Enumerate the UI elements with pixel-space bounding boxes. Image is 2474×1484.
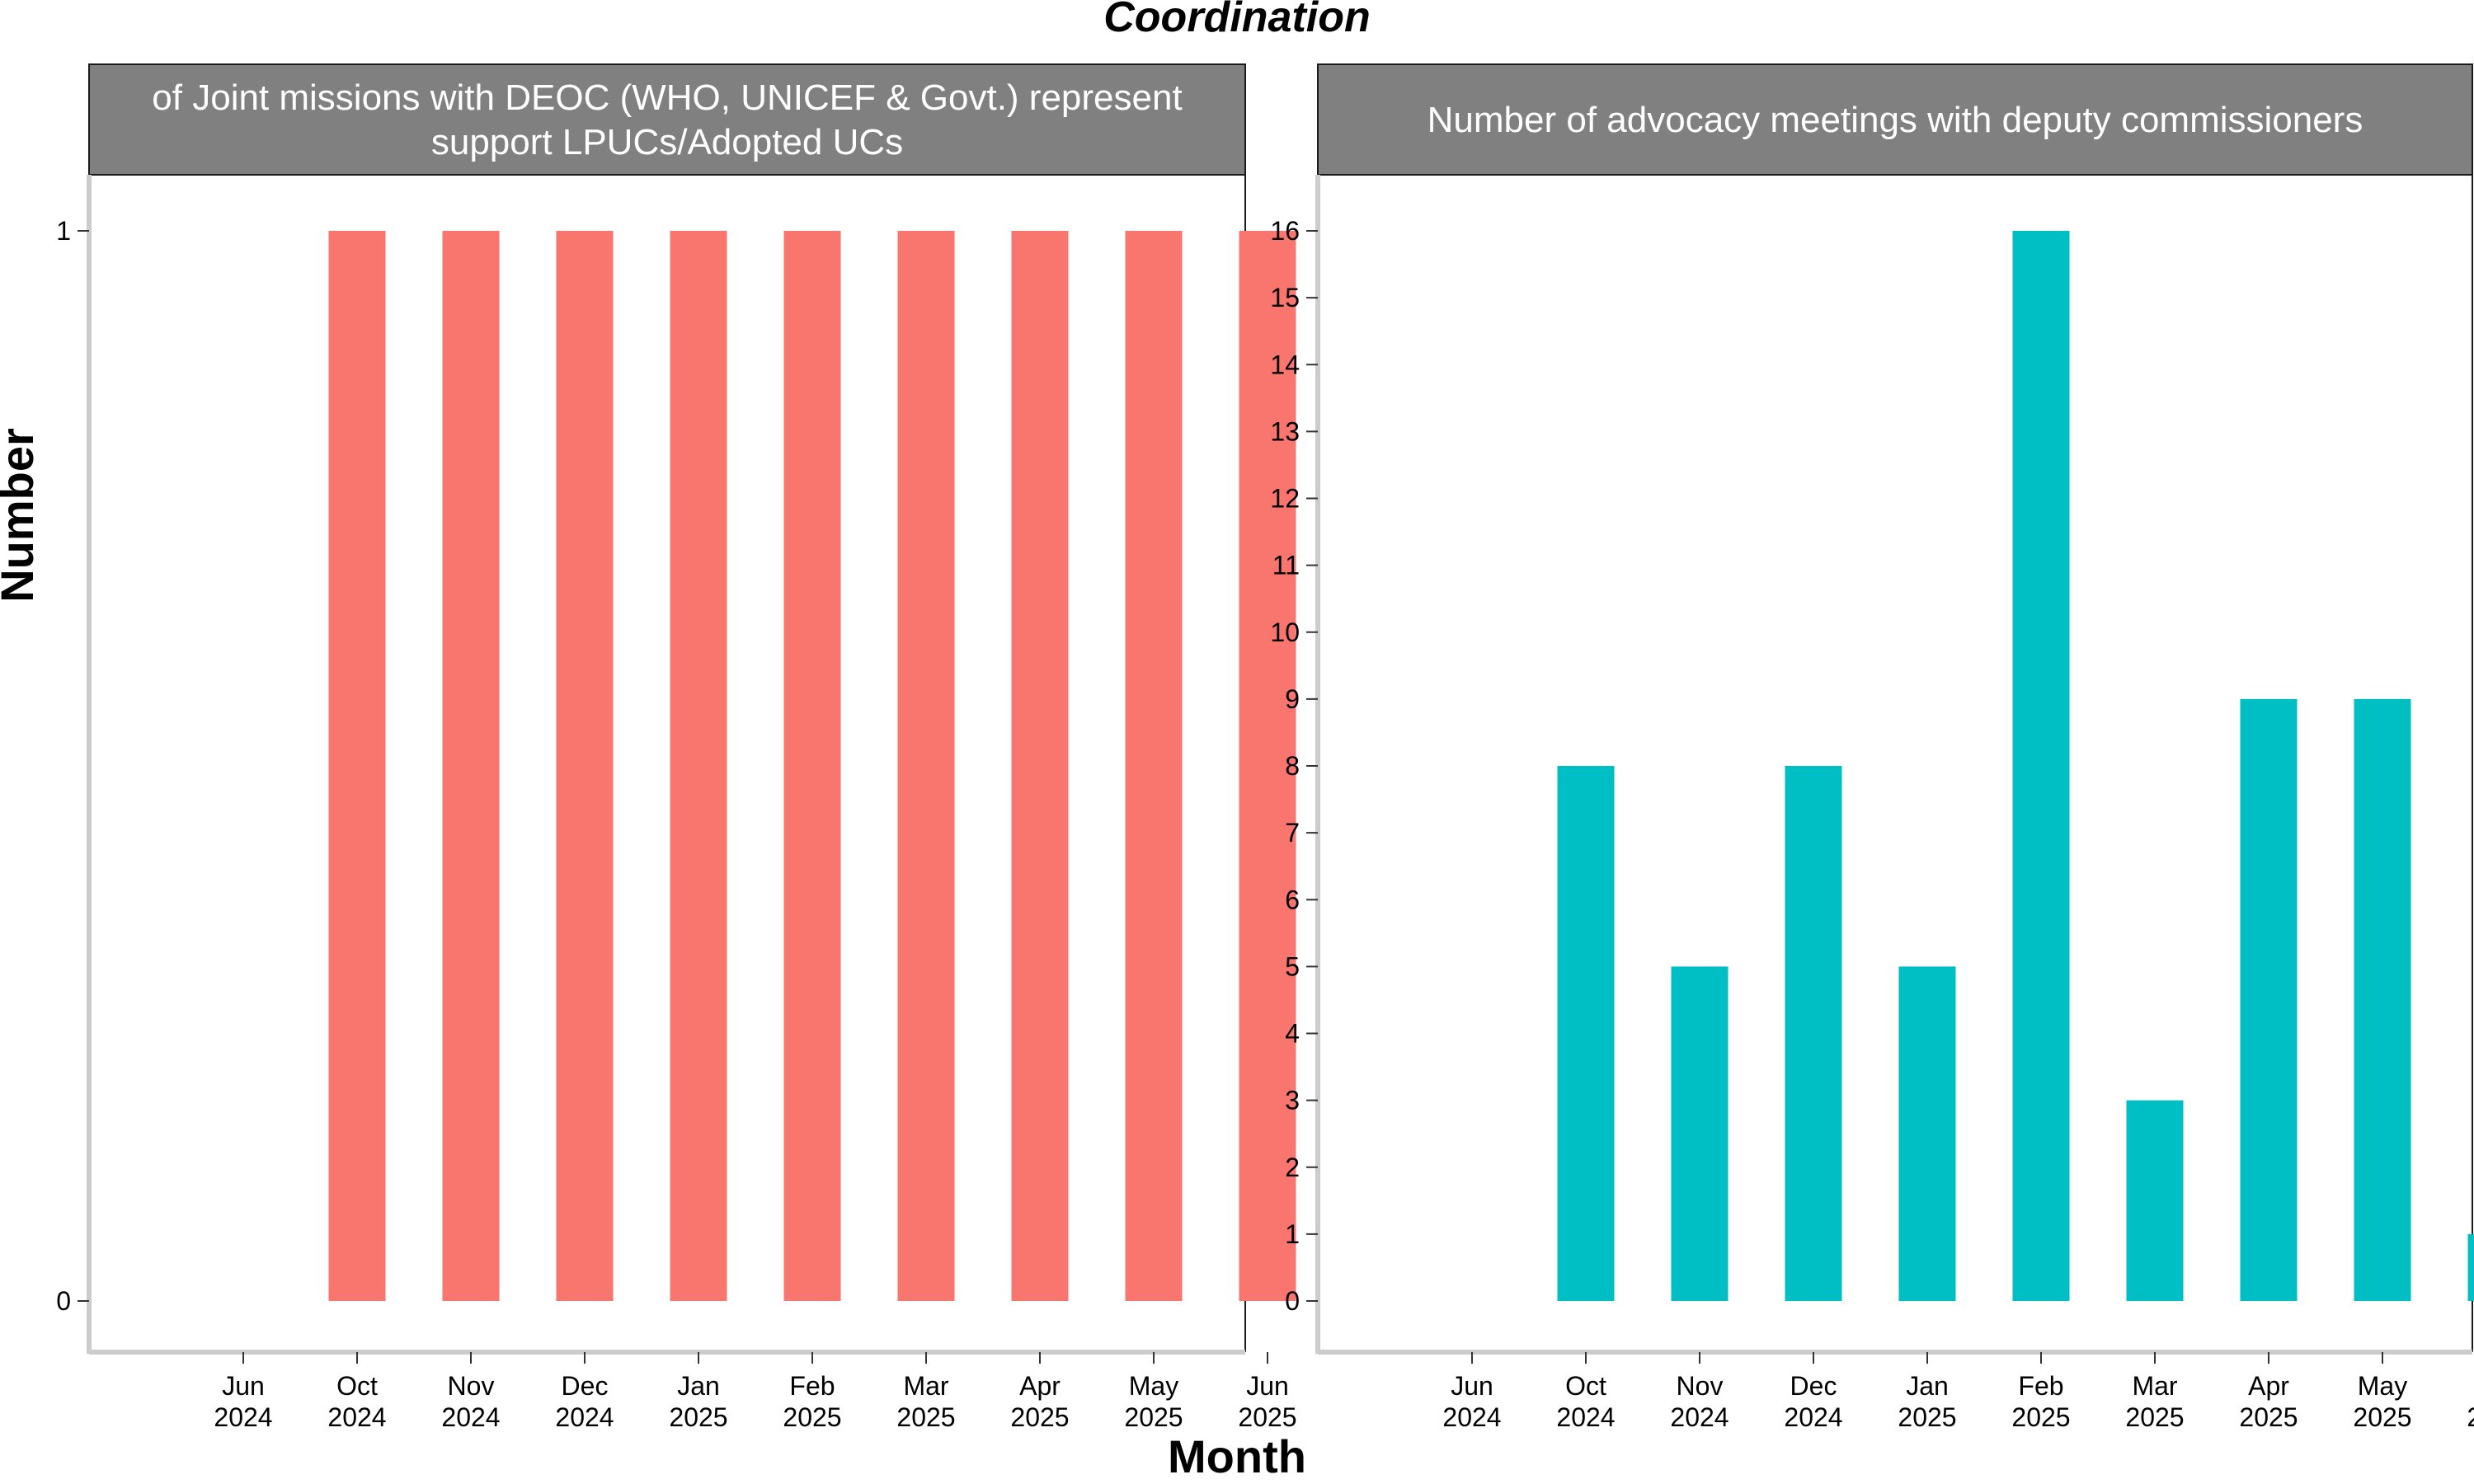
bar [1011, 231, 1069, 1301]
y-tick-label: 13 [1270, 416, 1300, 446]
y-tick-label: 7 [1285, 818, 1300, 848]
y-tick-label: 14 [1270, 350, 1300, 379]
x-tick-label-year: 2025 [2239, 1402, 2298, 1432]
x-tick-label-year: 2025 [1238, 1402, 1296, 1432]
x-tick-label-year: 2025 [2467, 1402, 2474, 1432]
y-tick-label: 6 [1285, 885, 1300, 914]
x-tick-label-year: 2025 [2353, 1402, 2411, 1432]
bar [2126, 1100, 2184, 1301]
y-tick-label: 1 [56, 216, 71, 246]
panel-strip-label: of Joint missions with DEOC (WHO, UNICEF… [152, 77, 1182, 118]
y-tick-label: 15 [1270, 283, 1300, 312]
y-tick-label: 3 [1285, 1086, 1300, 1115]
x-tick-label-year: 2024 [441, 1402, 500, 1432]
x-tick-label-month: Feb [2018, 1371, 2063, 1401]
x-tick-label-year: 2025 [1010, 1402, 1069, 1432]
panel-strip-label: support LPUCs/Adopted UCs [431, 122, 903, 162]
bar [556, 231, 614, 1301]
bar [897, 231, 955, 1301]
panel-1: of Joint missions with DEOC (WHO, UNICEF… [56, 63, 1297, 1432]
x-tick-label-month: Dec [562, 1371, 609, 1401]
bar [2240, 698, 2298, 1301]
x-tick-label-month: Oct [1565, 1371, 1606, 1401]
y-tick-label: 16 [1270, 216, 1300, 246]
y-tick-label: 1 [1285, 1219, 1300, 1249]
x-tick-label-year: 2024 [555, 1402, 614, 1432]
x-tick-label-year: 2025 [896, 1402, 955, 1432]
x-tick-label-year: 2025 [669, 1402, 727, 1432]
bar [783, 231, 841, 1301]
bar [670, 231, 727, 1301]
x-tick-label-month: Mar [903, 1371, 948, 1401]
y-tick-label: 8 [1285, 751, 1300, 781]
x-tick-label-month: Jun [1246, 1371, 1289, 1401]
x-tick-label-month: Oct [336, 1371, 378, 1401]
y-axis-title: Number [0, 428, 43, 603]
x-tick-label-year: 2025 [2125, 1402, 2184, 1432]
x-tick-label-month: Apr [1019, 1371, 1061, 1401]
y-tick-label: 4 [1285, 1019, 1300, 1049]
x-tick-label-year: 2024 [1442, 1402, 1501, 1432]
bar [1557, 766, 1615, 1301]
bar [1125, 231, 1183, 1301]
x-tick-label-month: Apr [2248, 1371, 2289, 1401]
chart-panels: of Joint missions with DEOC (WHO, UNICEF… [56, 63, 2474, 1432]
x-tick-label-year: 2025 [1124, 1402, 1183, 1432]
x-tick-label-year: 2025 [1898, 1402, 1956, 1432]
x-tick-label-year: 2025 [2011, 1402, 2070, 1432]
y-tick-label: 12 [1270, 484, 1300, 514]
x-tick-label-month: Jun [1451, 1371, 1493, 1401]
x-tick-label-month: Nov [1677, 1371, 1724, 1401]
x-tick-label-month: Jan [677, 1371, 720, 1401]
x-axis-title: Month [1168, 1430, 1306, 1482]
y-tick-label: 9 [1285, 684, 1300, 714]
x-tick-label-month: Nov [448, 1371, 495, 1401]
x-tick-label-month: May [1129, 1371, 1178, 1401]
panel-strip [1317, 63, 2473, 176]
x-tick-label-year: 2024 [1556, 1402, 1615, 1432]
x-tick-label-month: Jan [1906, 1371, 1949, 1401]
y-tick-label: 11 [1272, 551, 1300, 580]
x-tick-label-year: 2024 [327, 1402, 386, 1432]
bar [2467, 1233, 2474, 1301]
x-tick-label-year: 2024 [214, 1402, 272, 1432]
panel-2: Number of advocacy meetings with deputy … [1270, 63, 2474, 1432]
bar [2354, 698, 2411, 1301]
x-tick-label-year: 2025 [783, 1402, 841, 1432]
chart-title: Coordination [1103, 0, 1371, 41]
x-tick-label-year: 2024 [1670, 1402, 1729, 1432]
y-tick-label: 10 [1270, 618, 1300, 647]
panel-strip-label: Number of advocacy meetings with deputy … [1427, 100, 2363, 140]
x-tick-label-month: May [2358, 1371, 2407, 1401]
y-tick-label: 5 [1285, 951, 1300, 981]
x-tick-label-month: Dec [1790, 1371, 1837, 1401]
y-tick-label: 0 [1285, 1286, 1300, 1316]
x-tick-label-year: 2024 [1784, 1402, 1842, 1432]
bar [1239, 231, 1296, 1301]
x-tick-label-month: Mar [2132, 1371, 2177, 1401]
bar [442, 231, 500, 1301]
y-tick-label: 0 [56, 1286, 71, 1316]
bar [328, 231, 386, 1301]
panel-strip [88, 63, 1246, 176]
bar [1671, 966, 1729, 1301]
bar [2012, 231, 2070, 1301]
x-tick-label-month: Feb [789, 1371, 835, 1401]
bar [1898, 966, 1956, 1301]
bar [1785, 766, 1842, 1301]
x-tick-label-month: Jun [222, 1371, 265, 1401]
y-tick-label: 2 [1285, 1153, 1300, 1182]
